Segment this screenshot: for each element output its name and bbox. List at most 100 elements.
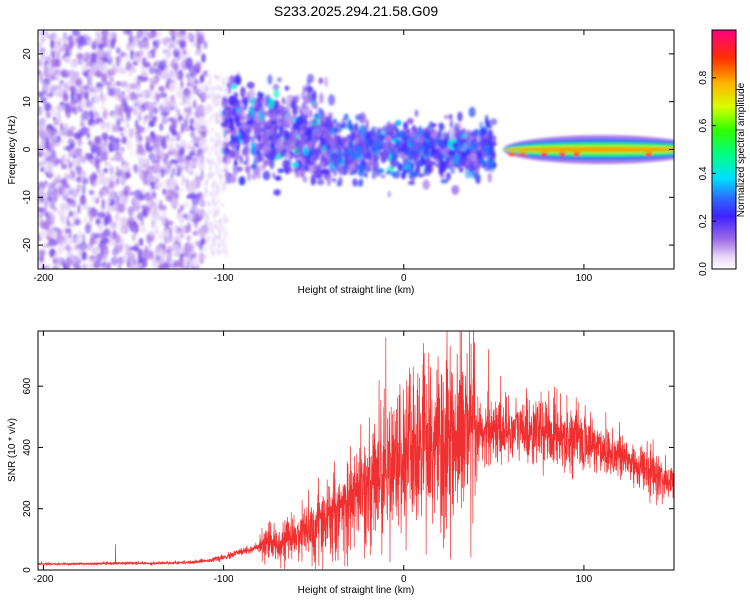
- heatmap-cell: [358, 178, 364, 187]
- heatmap-cell: [103, 216, 109, 227]
- heatmap-cell: [82, 110, 90, 121]
- heatmap-cell: [318, 92, 324, 104]
- heatmap-cell: [60, 122, 64, 131]
- heatmap-cell: [278, 124, 283, 136]
- heatmap-cell: [222, 213, 226, 219]
- heatmap-cell: [205, 72, 209, 78]
- heatmap-cell: [167, 138, 175, 147]
- heatmap-cell: [38, 47, 46, 54]
- heatmap-cell: [415, 165, 421, 174]
- heatmap-cell: [192, 139, 200, 144]
- heatmap-cell: [121, 195, 128, 205]
- heatmap-cell: [60, 209, 66, 217]
- heatmap-cell: [38, 30, 46, 38]
- heatmap-cell: [75, 166, 81, 171]
- heatmap-cell: [502, 146, 674, 153]
- heatmap-cell: [119, 176, 125, 183]
- heatmap-cell: [383, 142, 391, 153]
- heatmap-cell: [55, 118, 61, 124]
- heatmap-cell: [152, 107, 158, 115]
- heatmap-cell: [69, 101, 74, 112]
- heatmap-cell: [364, 172, 368, 178]
- heatmap-cell: [116, 118, 121, 128]
- heatmap-cell: [486, 151, 493, 163]
- heatmap-cell: [79, 121, 85, 127]
- y-tick-label: 400: [22, 439, 33, 456]
- heatmap-cell: [108, 191, 116, 200]
- heatmap-cell: [270, 112, 278, 122]
- heatmap-cell: [198, 84, 206, 94]
- heatmap-cell: [179, 30, 187, 36]
- heatmap-cell: [230, 136, 239, 144]
- heatmap-cell: [250, 147, 256, 156]
- heatmap-cell: [205, 228, 209, 234]
- heatmap-cell: [156, 69, 164, 77]
- heatmap-cell: [187, 31, 194, 41]
- heatmap-cell: [402, 157, 407, 167]
- heatmap-x-axis-label: Height of straight line (km): [298, 285, 415, 296]
- heatmap-cell: [333, 118, 337, 125]
- heatmap-cell: [109, 76, 114, 82]
- heatmap-cell: [148, 230, 155, 237]
- heatmap-cell: [150, 30, 156, 38]
- heatmap-cell: [221, 248, 225, 254]
- heatmap-cell: [240, 86, 245, 98]
- heatmap-cell: [98, 193, 104, 200]
- heatmap-cell: [390, 147, 396, 155]
- heatmap-cell: [42, 264, 47, 269]
- heatmap-cell: [169, 234, 177, 245]
- heatmap-cell: [44, 128, 52, 138]
- heatmap-cell: [173, 159, 179, 164]
- heatmap-cell: [140, 127, 145, 133]
- heatmap-cell: [142, 30, 148, 38]
- heatmap-cell: [218, 141, 222, 147]
- heatmap-cell: [340, 165, 347, 172]
- heatmap-cell: [116, 190, 124, 195]
- heatmap-cell: [68, 222, 76, 228]
- heatmap-cell: [197, 31, 205, 38]
- heatmap-cell: [64, 174, 71, 180]
- heatmap-cell: [208, 151, 212, 157]
- heatmap-cell: [113, 214, 120, 219]
- heatmap-cell: [122, 252, 127, 262]
- heatmap-cell: [251, 173, 257, 181]
- heatmap-cell: [64, 102, 70, 113]
- heatmap-cell: [56, 257, 63, 265]
- heatmap-cell: [111, 140, 117, 149]
- heatmap-cell: [238, 128, 246, 141]
- heatmap-cell: [279, 118, 284, 124]
- heatmap-cell: [222, 237, 226, 243]
- heatmap-cell: [284, 164, 289, 173]
- heatmap-cell: [65, 243, 71, 251]
- heatmap-cell: [179, 41, 187, 49]
- heatmap-cell: [60, 219, 67, 225]
- heatmap-cell: [226, 106, 235, 116]
- heatmap-cell: [124, 124, 128, 136]
- heatmap-cell: [452, 150, 456, 157]
- heatmap-cell: [188, 242, 195, 253]
- y-tick-label: 600: [22, 377, 33, 394]
- heatmap-cell: [164, 96, 172, 103]
- heatmap-cell: [161, 137, 166, 143]
- heatmap-cell: [63, 203, 72, 210]
- heatmap-cell: [319, 134, 325, 144]
- heatmap-cell: [89, 174, 95, 185]
- heatmap-cell: [259, 152, 264, 162]
- heatmap-cell: [102, 237, 110, 244]
- heatmap-cell: [140, 66, 148, 71]
- heatmap-cell: [155, 134, 163, 142]
- heatmap-cell: [246, 81, 255, 89]
- heatmap-cell: [54, 156, 59, 167]
- heatmap-cell: [71, 190, 79, 199]
- heatmap-cell: [76, 184, 82, 189]
- y-tick-label: 0: [22, 146, 33, 152]
- heatmap-cell: [352, 178, 358, 187]
- heatmap-cell: [326, 175, 331, 187]
- heatmap-cell: [103, 261, 107, 269]
- heatmap-cell: [145, 233, 152, 244]
- heatmap-cell: [275, 139, 283, 148]
- heatmap-cell: [99, 221, 105, 229]
- heatmap-cell: [200, 169, 204, 180]
- heatmap-cell: [644, 152, 653, 157]
- heatmap-cell: [286, 94, 294, 102]
